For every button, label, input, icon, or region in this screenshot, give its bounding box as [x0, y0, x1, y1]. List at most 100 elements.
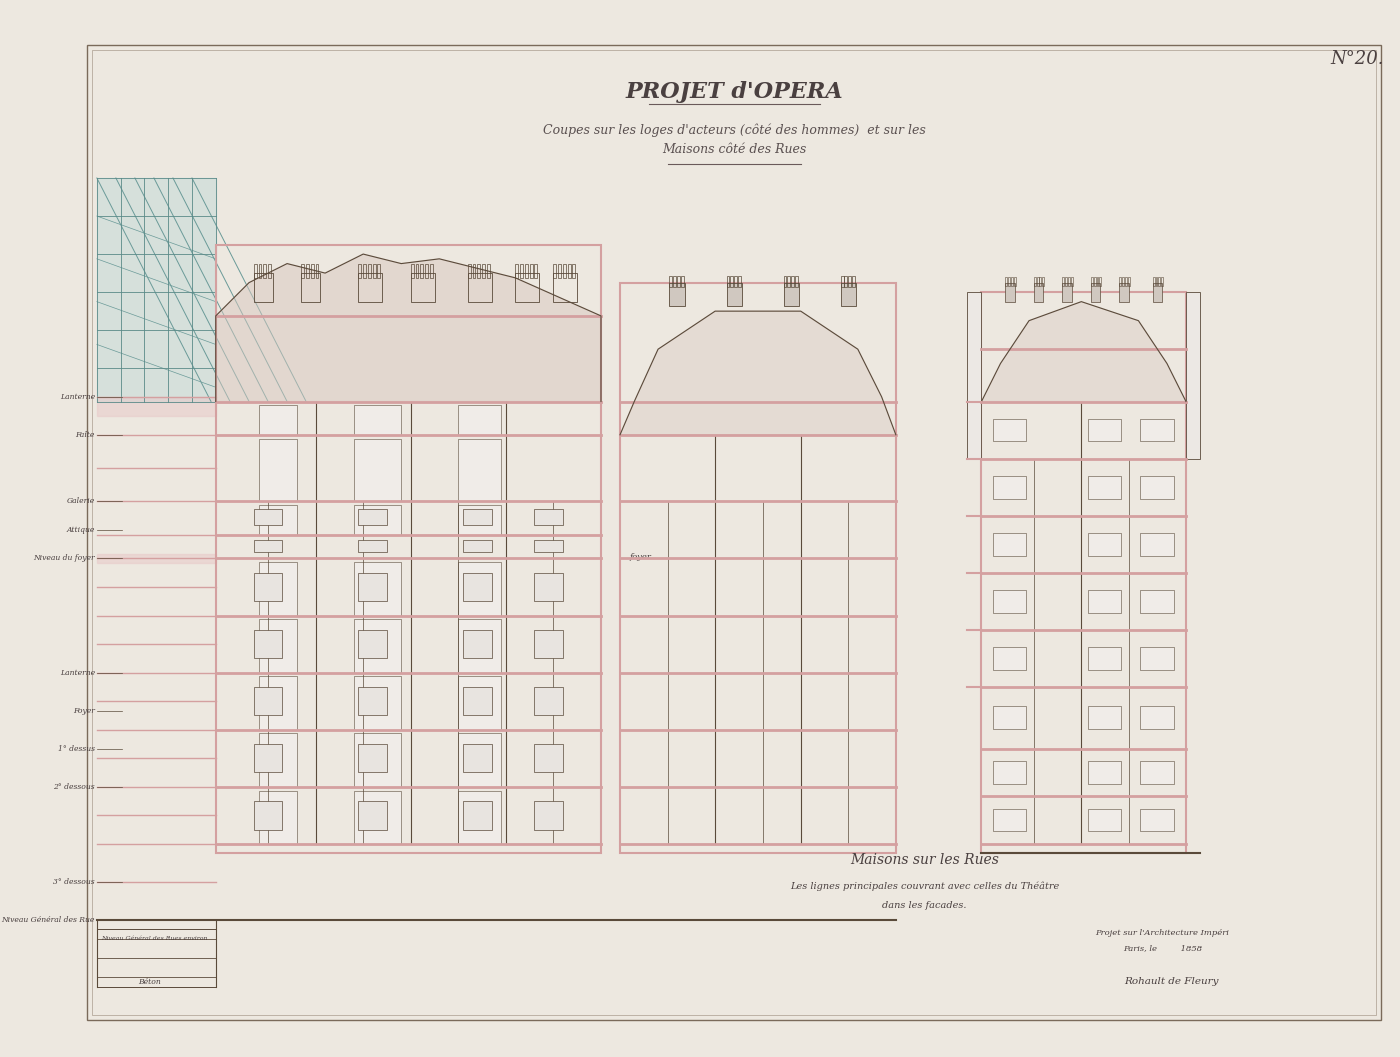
Text: Galerie: Galerie — [67, 498, 95, 505]
Bar — [678, 276, 680, 288]
Text: Projet sur l'Architecture Impéri: Projet sur l'Architecture Impéri — [1095, 929, 1229, 938]
Bar — [1141, 590, 1173, 613]
Bar — [259, 676, 297, 729]
Bar — [259, 439, 297, 501]
Bar — [259, 791, 297, 843]
Bar — [993, 647, 1026, 670]
Bar — [981, 292, 1186, 853]
Bar — [354, 734, 402, 786]
Text: Attique: Attique — [67, 526, 95, 534]
Bar — [669, 276, 672, 288]
Bar — [463, 630, 491, 659]
Text: Coupes sur les loges d'acteurs (côté des hommes)  et sur les: Coupes sur les loges d'acteurs (côté des… — [543, 124, 925, 137]
Bar — [727, 276, 729, 288]
Bar — [358, 744, 386, 773]
Bar — [1036, 277, 1039, 286]
Bar — [738, 276, 741, 288]
Bar — [253, 263, 256, 278]
Bar — [1141, 706, 1173, 728]
Bar — [535, 630, 563, 659]
Bar — [253, 540, 283, 552]
Text: Les lignes principales couvrant avec celles du Théâtre: Les lignes principales couvrant avec cel… — [790, 882, 1058, 891]
Bar — [791, 276, 794, 288]
Bar — [1065, 277, 1067, 286]
Bar — [1071, 277, 1072, 286]
Bar — [1014, 277, 1016, 286]
Text: Lanterne: Lanterne — [60, 393, 95, 401]
Text: Niveau Général des Rues environ: Niveau Général des Rues environ — [101, 937, 207, 942]
Bar — [1128, 277, 1130, 286]
Bar — [840, 282, 855, 307]
Bar — [358, 687, 386, 716]
Bar — [1120, 282, 1128, 301]
Bar — [1068, 277, 1070, 286]
Bar — [430, 263, 433, 278]
Bar — [967, 292, 981, 459]
Text: Foyer: Foyer — [73, 707, 95, 715]
Bar — [1005, 277, 1007, 286]
Bar — [263, 263, 266, 278]
Bar — [358, 509, 386, 525]
Bar — [1008, 277, 1009, 286]
Bar — [426, 263, 428, 278]
Bar — [1126, 277, 1127, 286]
Bar — [535, 801, 563, 830]
Bar — [378, 263, 381, 278]
Bar — [1088, 647, 1121, 670]
Bar — [358, 273, 382, 301]
Bar — [567, 263, 571, 278]
Bar — [1043, 277, 1044, 286]
Bar — [354, 619, 402, 672]
Bar — [354, 676, 402, 729]
Text: 1° dessus: 1° dessus — [57, 745, 95, 753]
Text: PROJET d'OPERA: PROJET d'OPERA — [626, 81, 843, 104]
Bar — [259, 562, 297, 615]
Polygon shape — [981, 301, 1186, 402]
Bar — [1141, 647, 1173, 670]
Bar — [680, 276, 683, 288]
Bar — [487, 263, 490, 278]
Bar — [1091, 277, 1093, 286]
Bar — [259, 405, 297, 434]
Bar — [259, 505, 297, 535]
Bar — [535, 540, 563, 552]
Bar — [458, 562, 501, 615]
Bar — [463, 573, 491, 601]
Bar — [1141, 761, 1173, 784]
Bar — [468, 263, 470, 278]
Bar — [1158, 277, 1161, 286]
Bar — [410, 263, 413, 278]
Bar — [535, 509, 563, 525]
Text: Béton: Béton — [137, 978, 161, 986]
Bar — [993, 590, 1026, 613]
Bar — [253, 687, 283, 716]
Bar — [354, 791, 402, 843]
Bar — [795, 276, 798, 288]
Bar — [463, 801, 491, 830]
Text: 2° dessous: 2° dessous — [53, 783, 95, 791]
Bar — [1063, 277, 1064, 286]
Text: Rohault de Fleury: Rohault de Fleury — [1124, 977, 1219, 986]
Bar — [259, 263, 262, 278]
Bar — [420, 263, 423, 278]
Bar — [1088, 706, 1121, 728]
Bar — [535, 263, 538, 278]
Bar — [1099, 277, 1102, 286]
Bar — [993, 761, 1026, 784]
Bar — [216, 244, 601, 853]
Bar — [535, 687, 563, 716]
Bar — [473, 263, 476, 278]
Bar — [1093, 277, 1096, 286]
Text: 3° dessous: 3° dessous — [53, 878, 95, 886]
Bar — [267, 263, 272, 278]
Bar — [253, 801, 283, 830]
Bar — [410, 273, 434, 301]
Bar — [1088, 419, 1121, 442]
Bar — [463, 744, 491, 773]
Bar — [358, 263, 361, 278]
Text: foyer: foyer — [630, 553, 651, 560]
Bar — [840, 276, 844, 288]
Text: Lanterne: Lanterne — [60, 669, 95, 676]
Bar — [463, 687, 491, 716]
Bar — [482, 263, 484, 278]
